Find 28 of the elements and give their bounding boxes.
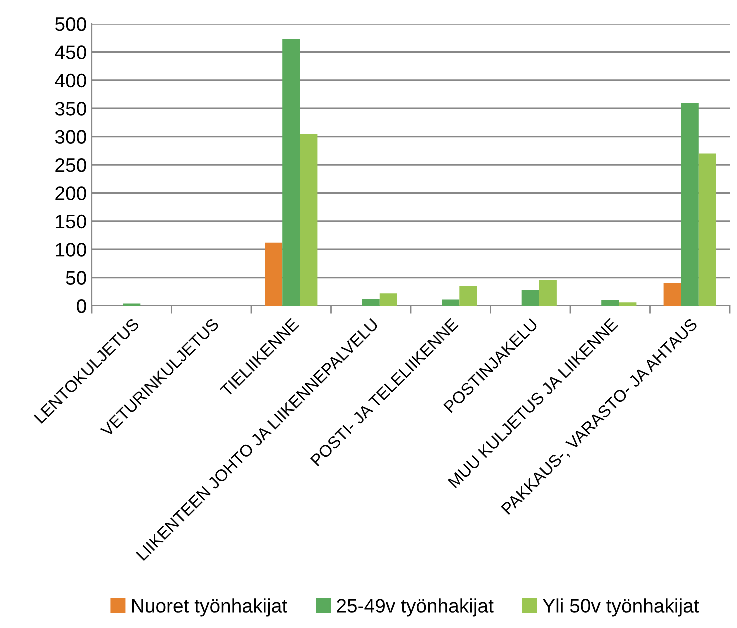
bar [380,294,398,306]
y-tick-label: 500 [55,17,86,32]
y-tick-label: 200 [56,186,86,200]
bar [664,283,682,306]
y-tick-label: 100 [56,243,86,257]
bar [602,300,620,306]
bar [362,299,380,306]
bar [460,286,478,306]
y-tick-label: 50 [66,271,86,286]
bar [619,302,637,306]
y-tick-label: 350 [55,102,86,116]
bar [522,290,540,306]
legend-label: Yli 50v työnhakijat [543,598,700,617]
bar [282,39,300,306]
y-tick-label: 0 [77,299,86,314]
bar [539,280,557,306]
bar [300,134,318,306]
legend-label: Nuoret työnhakijat [132,598,288,617]
legend-label: 25-49v työnhakijat [337,598,494,617]
y-tick-label: 150 [56,214,86,229]
bar [265,242,283,306]
bar [442,300,460,306]
y-tick-label: 250 [56,158,86,172]
bar [698,154,716,306]
bar [681,102,699,306]
y-tick-label: 450 [55,46,86,60]
y-tick-label: 300 [55,130,86,144]
y-tick-label: 400 [55,74,86,88]
